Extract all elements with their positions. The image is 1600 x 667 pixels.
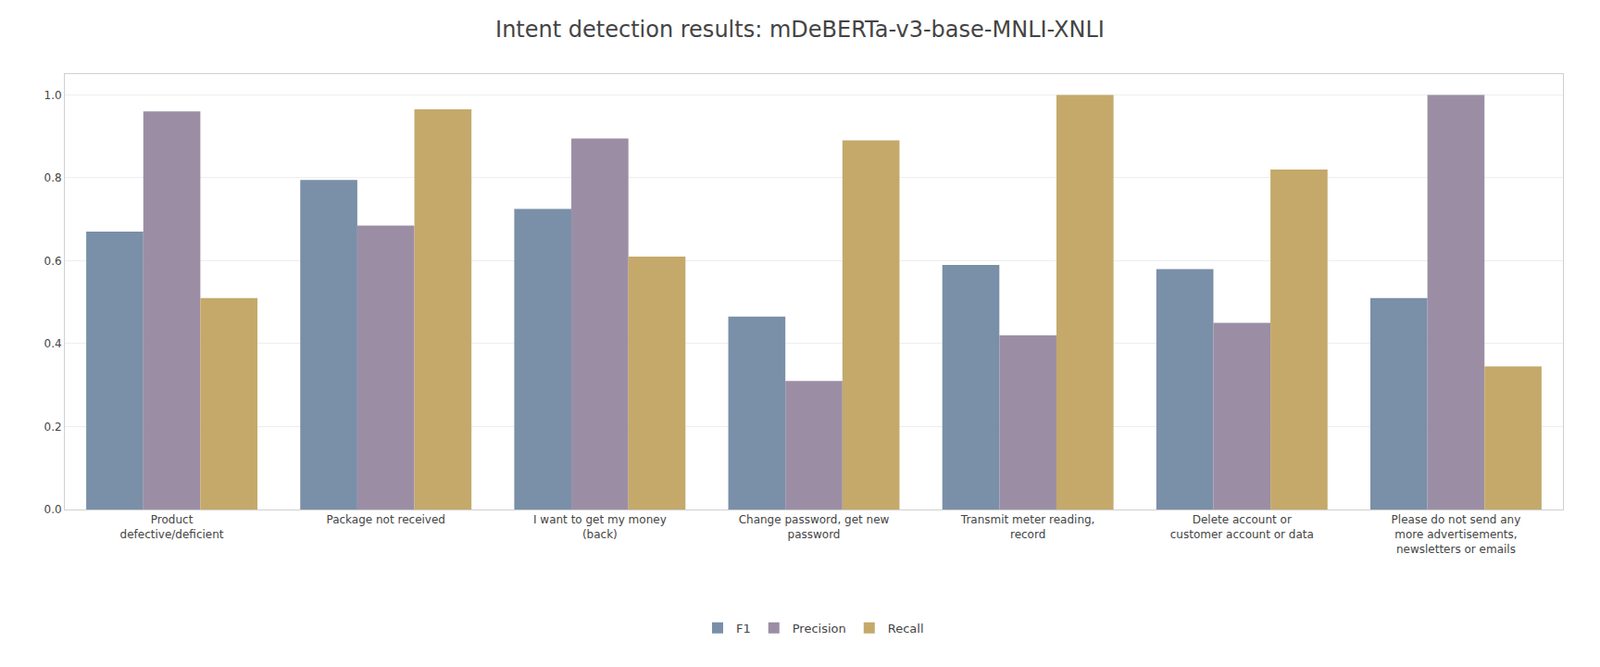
svg-text:Package not received: Package not received <box>325 512 446 526</box>
svg-text:Precision: Precision <box>792 621 847 636</box>
svg-text:Delete account orcustomer acco: Delete account orcustomer account or dat… <box>1170 512 1314 541</box>
svg-text:I want to get my money(back): I want to get my money(back) <box>533 512 667 541</box>
svg-text:Transmit meter reading,record: Transmit meter reading,record <box>960 512 1096 541</box>
svg-text:Change password, get newpasswo: Change password, get newpassword <box>738 512 890 541</box>
svg-text:Intent detection results: mDeB: Intent detection results: mDeBERTa-v3-ba… <box>495 16 1105 43</box>
svg-text:0.6: 0.6 <box>44 254 63 268</box>
svg-text:0.4: 0.4 <box>44 337 63 350</box>
svg-text:0.8: 0.8 <box>44 171 63 185</box>
svg-text:Recall: Recall <box>887 621 925 636</box>
svg-text:Please do not send anymore adv: Please do not send anymore advertisement… <box>1391 512 1522 555</box>
svg-text:1.0: 1.0 <box>44 88 63 102</box>
svg-text:F1: F1 <box>736 621 751 636</box>
svg-text:0.0: 0.0 <box>44 502 63 516</box>
svg-text:Productdefective/deficient: Productdefective/deficient <box>120 512 225 541</box>
svg-text:0.2: 0.2 <box>44 420 63 434</box>
